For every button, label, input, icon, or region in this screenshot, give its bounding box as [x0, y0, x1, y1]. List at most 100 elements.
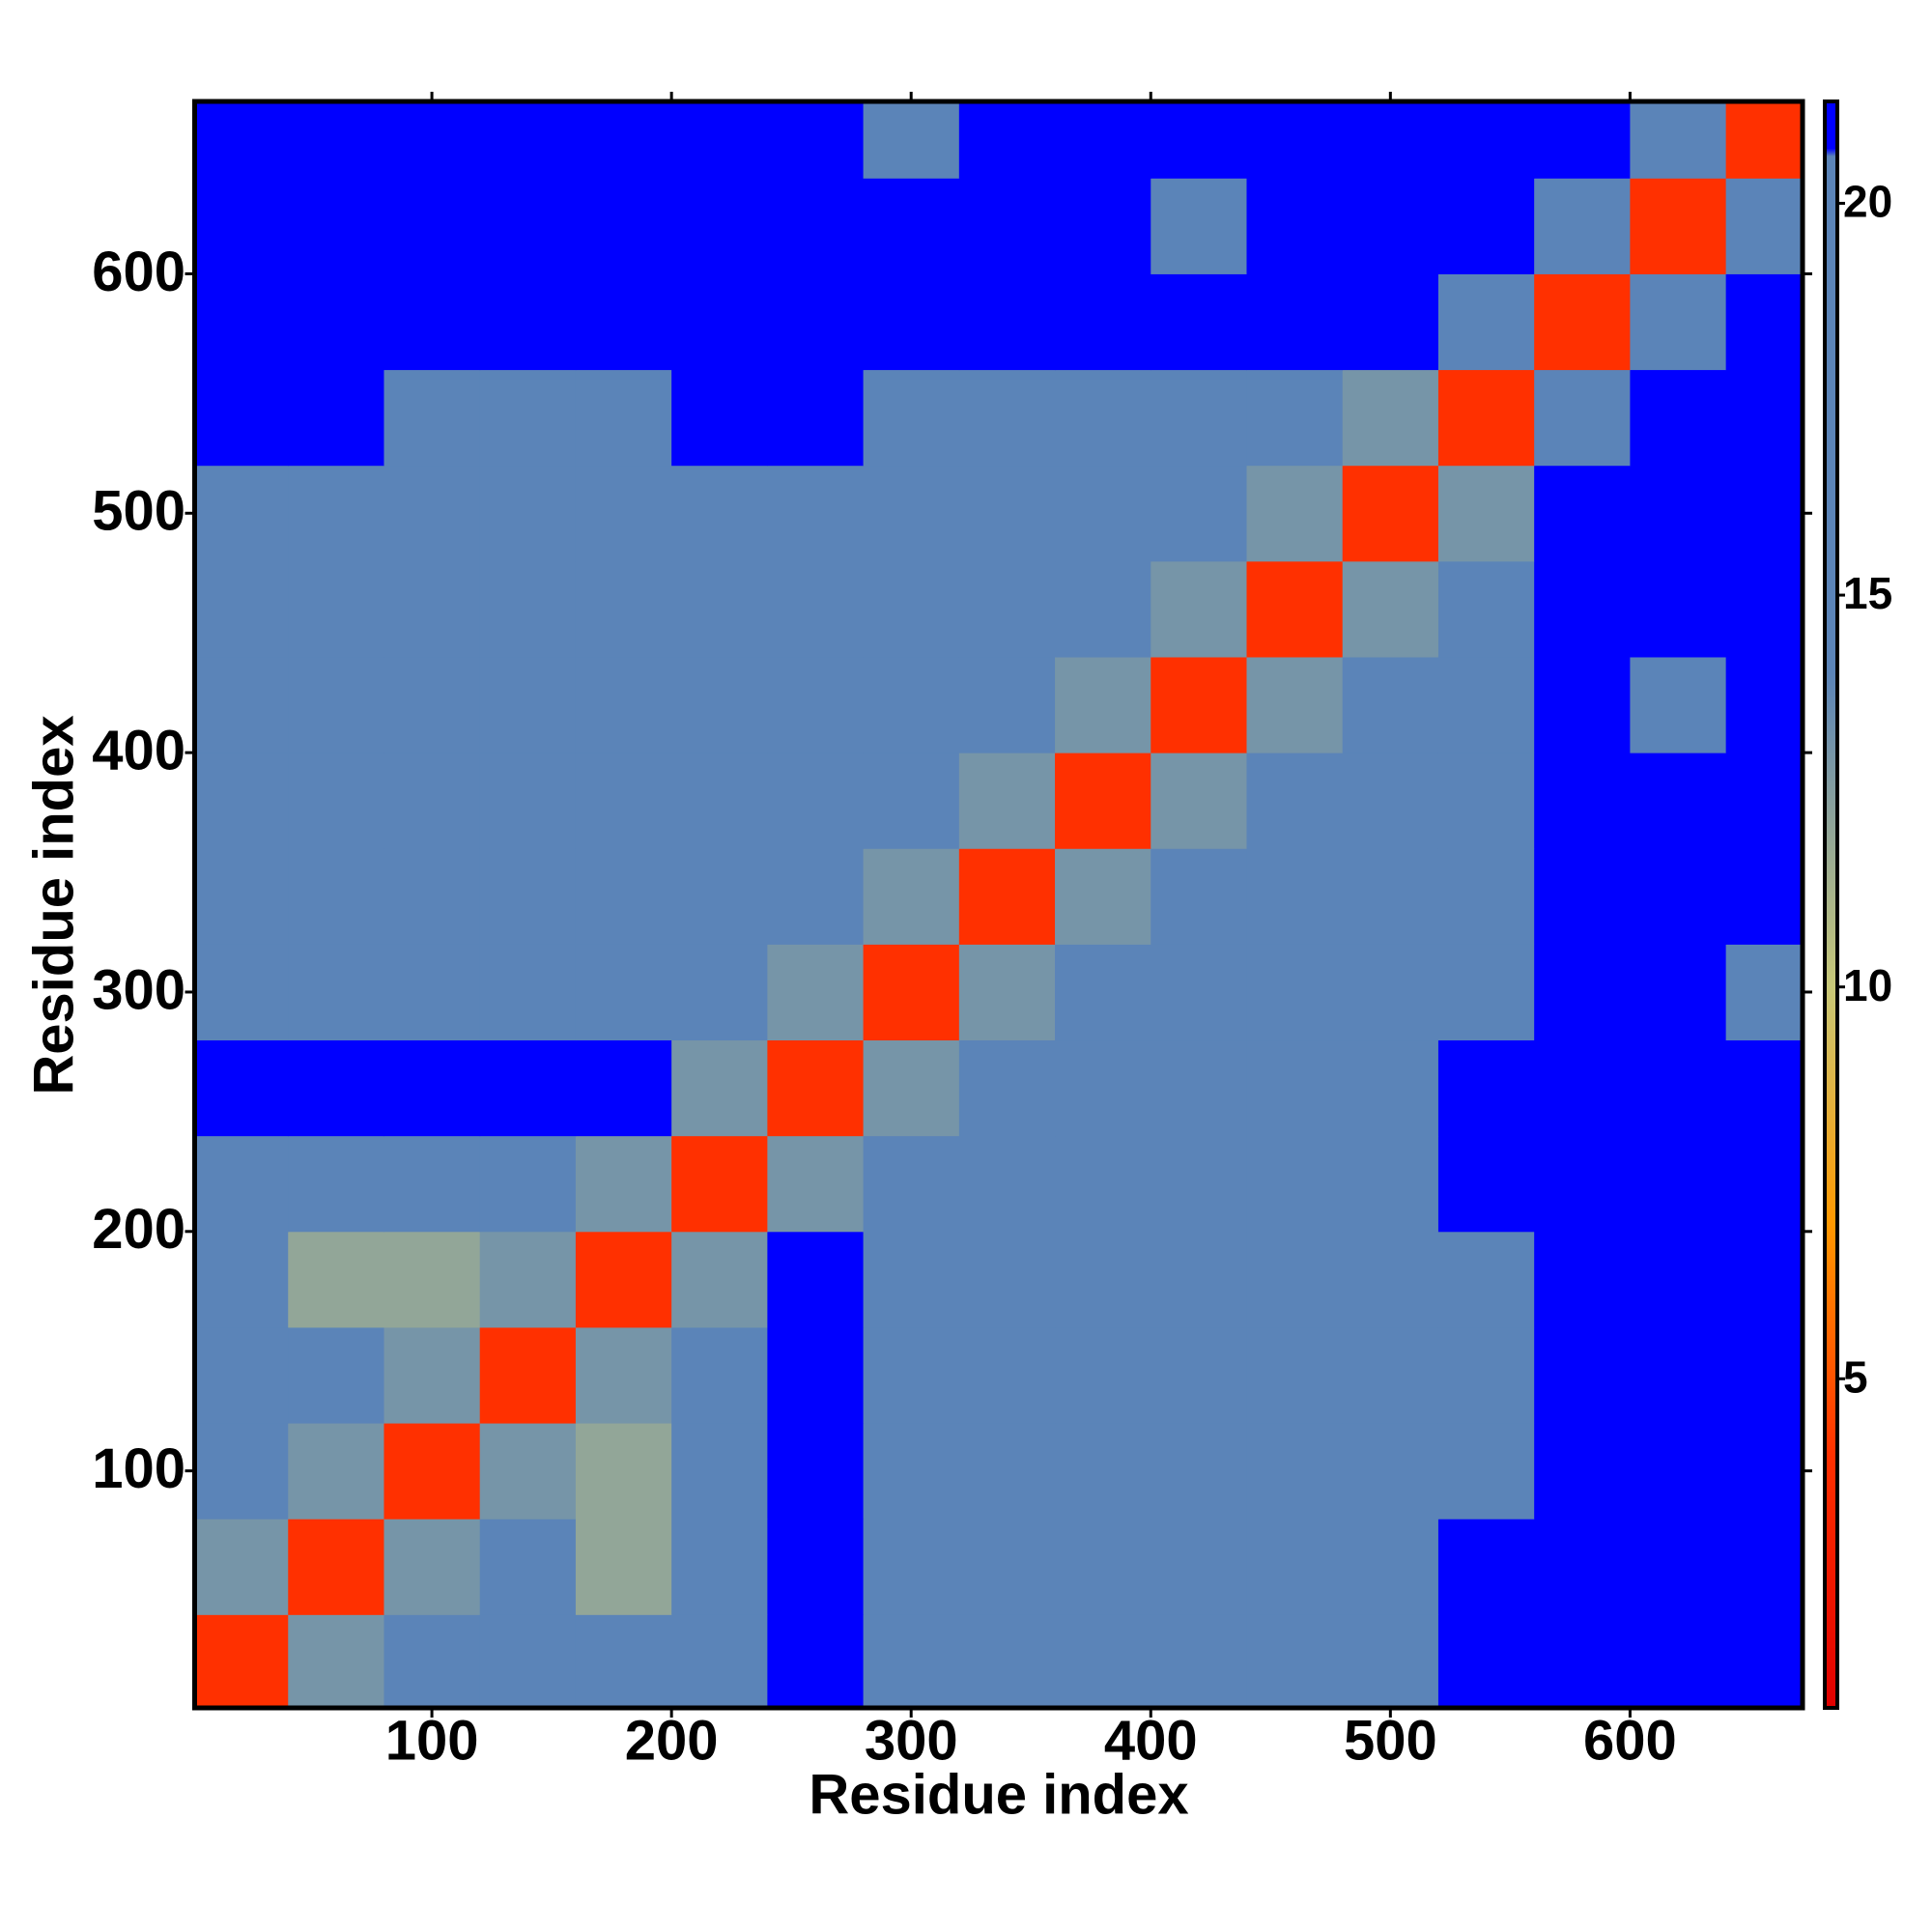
heatmap-cell	[1055, 656, 1151, 753]
heatmap-cell	[384, 944, 481, 1041]
heatmap-cell	[671, 1231, 768, 1328]
heatmap-cell	[1151, 1135, 1247, 1233]
heatmap-cell	[194, 848, 289, 945]
heatmap-cell	[1630, 465, 1727, 562]
heatmap-cell	[1630, 273, 1727, 371]
heatmap-cell	[1437, 753, 1535, 849]
heatmap-cell	[479, 1326, 577, 1424]
heatmap-cell	[1725, 944, 1803, 1041]
heatmap-cell	[194, 178, 289, 274]
heatmap-cell	[1630, 848, 1727, 945]
heatmap-cell	[1534, 1519, 1631, 1615]
heatmap-cell	[575, 944, 672, 1041]
heatmap-cell	[1151, 465, 1247, 562]
heatmap-cell	[288, 560, 384, 658]
heatmap-cell	[288, 1039, 384, 1137]
heatmap-cell	[671, 1135, 768, 1233]
heatmap-cell	[958, 1519, 1056, 1615]
heatmap-cell	[288, 1614, 384, 1708]
heatmap-cell	[1246, 178, 1344, 274]
heatmap-cell	[1151, 1423, 1247, 1520]
heatmap-cell	[1534, 944, 1631, 1041]
heatmap-cell	[1151, 1231, 1247, 1328]
heatmap-cell	[671, 1519, 768, 1615]
heatmap-cell	[958, 369, 1056, 467]
heatmap-cell	[863, 101, 960, 179]
x-tick-label: 200	[625, 1709, 719, 1772]
heatmap-cell	[1630, 753, 1727, 849]
heatmap-cell	[863, 1614, 960, 1708]
heatmap-cell	[575, 1231, 672, 1328]
heatmap-cell	[1630, 178, 1727, 274]
heatmap-cell	[194, 944, 289, 1041]
heatmap-cell	[1725, 369, 1803, 467]
heatmap-cell	[1630, 1614, 1727, 1708]
heatmap-cell	[863, 465, 960, 562]
heatmap-cell	[1437, 1326, 1535, 1424]
heatmap-cell	[767, 560, 865, 658]
heatmap-cell	[1630, 369, 1727, 467]
heatmap-cell	[384, 1423, 481, 1520]
heatmap-cell	[1534, 1423, 1631, 1520]
heatmap-cell	[671, 1423, 768, 1520]
heatmap-cell	[288, 1519, 384, 1615]
heatmap-cell	[479, 560, 577, 658]
heatmap-cell	[1342, 1231, 1439, 1328]
y-tick-label: 100	[92, 1437, 185, 1500]
heatmap-cell	[1630, 560, 1727, 658]
heatmap-cell	[384, 178, 481, 274]
heatmap-cell	[384, 753, 481, 849]
heatmap-cell	[1342, 101, 1439, 179]
heatmap-cell	[384, 1326, 481, 1424]
heatmap-cell	[767, 848, 865, 945]
heatmap-cell	[1437, 1135, 1535, 1233]
heatmap-cell	[194, 369, 289, 467]
heatmap-cell	[1246, 656, 1344, 753]
heatmap-cell	[288, 848, 384, 945]
heatmap-cell	[194, 1326, 289, 1424]
heatmap-cell	[384, 1614, 481, 1708]
heatmap-cell	[194, 1614, 289, 1708]
heatmap-cell	[384, 560, 481, 658]
x-tick-label: 100	[385, 1709, 479, 1772]
heatmap-cell	[1630, 1423, 1727, 1520]
heatmap-cell	[288, 273, 384, 371]
heatmap-cell	[1151, 101, 1247, 179]
heatmap-cell	[575, 101, 672, 179]
colorbar-tick-label: 5	[1843, 1351, 1868, 1402]
heatmap-cell	[1437, 1519, 1535, 1615]
heatmap-cell	[1055, 465, 1151, 562]
heatmap-cell	[575, 369, 672, 467]
heatmap-cell	[863, 273, 960, 371]
heatmap-cell	[1725, 1614, 1803, 1708]
heatmap-cell	[1437, 560, 1535, 658]
y-axis-label: Residue index	[22, 715, 85, 1094]
heatmap-cell	[1246, 1519, 1344, 1615]
heatmap-cell	[1342, 369, 1439, 467]
heatmap-cell	[767, 1326, 865, 1424]
heatmap-cell	[575, 753, 672, 849]
heatmap-cell	[1437, 369, 1535, 467]
heatmap-cell	[1246, 1423, 1344, 1520]
heatmap-cell	[194, 656, 289, 753]
heatmap-cell	[1534, 1326, 1631, 1424]
heatmap-cell	[479, 1135, 577, 1233]
heatmap-cell	[958, 560, 1056, 658]
heatmap-cell	[1630, 1519, 1727, 1615]
y-tick-label: 300	[92, 958, 185, 1021]
heatmap-cell	[863, 1326, 960, 1424]
heatmap-cell	[1725, 1423, 1803, 1520]
heatmap-cell	[863, 1423, 960, 1520]
heatmap-cell	[1437, 944, 1535, 1041]
y-tick-label: 600	[92, 241, 185, 303]
heatmap-cell	[958, 1135, 1056, 1233]
heatmap-cell	[1534, 1231, 1631, 1328]
heatmap-cell	[767, 369, 865, 467]
heatmap-cell	[575, 848, 672, 945]
x-axis-label: Residue index	[809, 1763, 1188, 1826]
heatmap-cell	[1534, 178, 1631, 274]
heatmap-cell	[1342, 1614, 1439, 1708]
heatmap-cell	[1055, 1519, 1151, 1615]
